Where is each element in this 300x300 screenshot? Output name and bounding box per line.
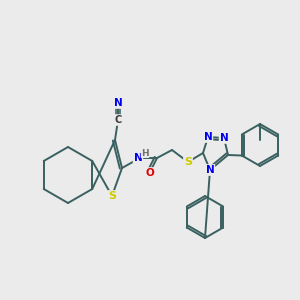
Text: S: S xyxy=(184,157,192,167)
Text: N: N xyxy=(220,133,228,143)
Text: N: N xyxy=(204,132,212,142)
Text: C: C xyxy=(114,115,122,125)
Text: N: N xyxy=(114,98,122,108)
Text: S: S xyxy=(108,191,116,201)
Text: N: N xyxy=(206,165,214,175)
Text: H: H xyxy=(141,148,149,158)
Text: O: O xyxy=(146,168,154,178)
Text: N: N xyxy=(134,153,142,163)
